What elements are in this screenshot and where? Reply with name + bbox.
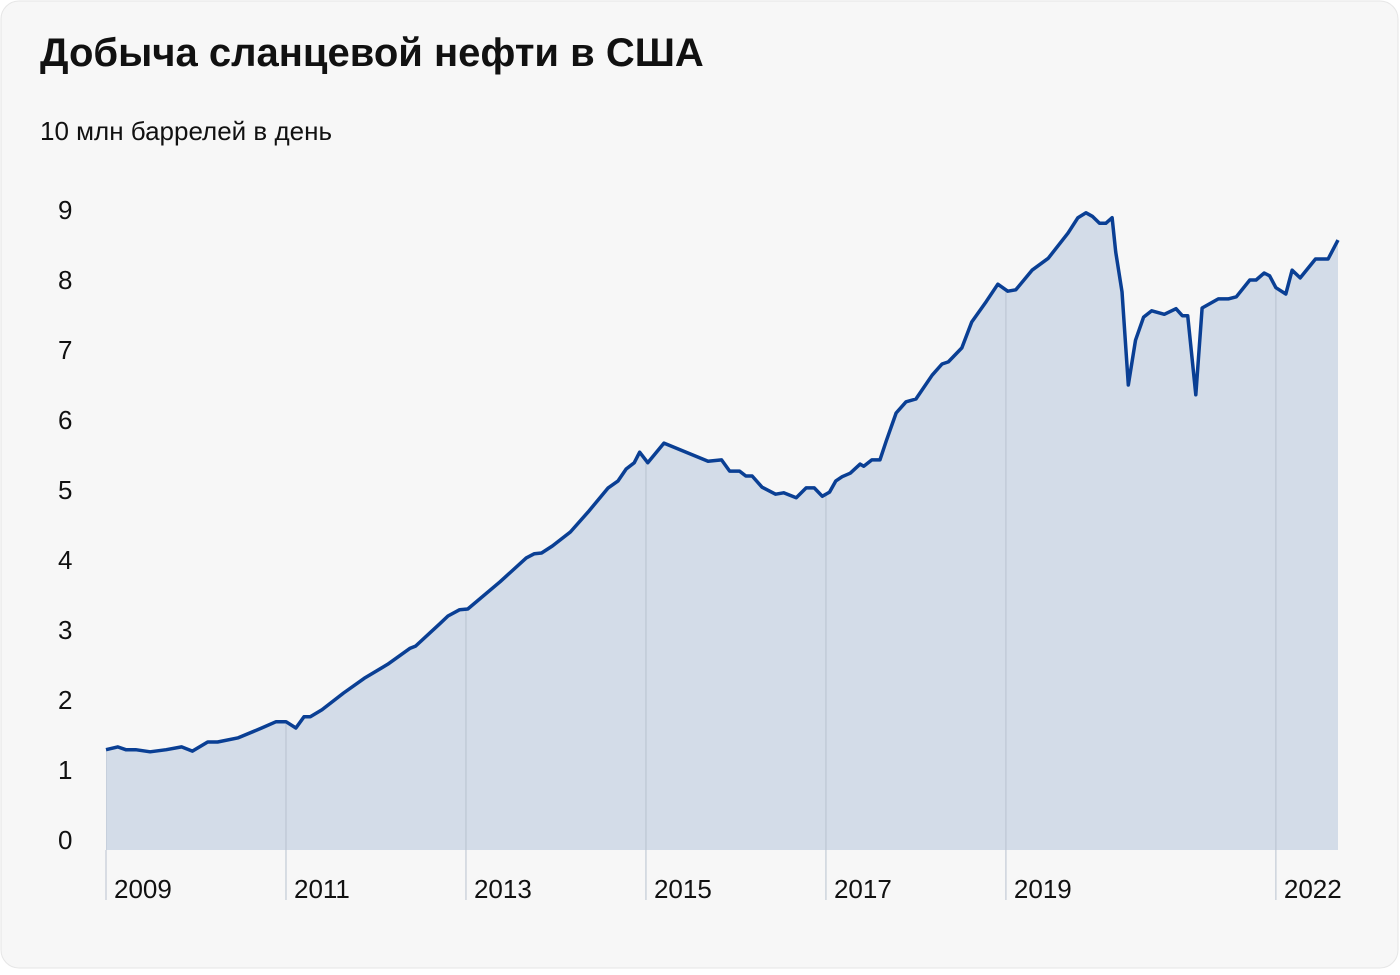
y-tick-label: 6 xyxy=(58,405,72,435)
area-fill xyxy=(106,212,1338,851)
x-tick-label: 2015 xyxy=(654,874,712,904)
x-tick-label: 2017 xyxy=(834,874,892,904)
y-tick-label: 1 xyxy=(58,755,72,785)
y-tick-label: 9 xyxy=(58,195,72,225)
y-tick-label: 0 xyxy=(58,825,72,855)
x-tick-label: 2013 xyxy=(474,874,532,904)
y-tick-label: 2 xyxy=(58,685,72,715)
y-tick-label: 7 xyxy=(58,335,72,365)
y-tick-label: 8 xyxy=(58,265,72,295)
chart-subtitle: 10 млн баррелей в день xyxy=(40,116,332,146)
area-line xyxy=(105,211,1340,754)
x-tick-label: 2011 xyxy=(294,874,350,904)
chart-title: Добыча сланцевой нефти в США xyxy=(40,31,704,75)
y-tick-label: 5 xyxy=(58,475,72,505)
x-tick-label: 2019 xyxy=(1014,874,1072,904)
x-tick-label: 2022 xyxy=(1284,874,1342,904)
y-tick-label: 4 xyxy=(58,545,72,575)
y-tick-label: 3 xyxy=(58,615,72,645)
x-tick-label: 2009 xyxy=(114,874,172,904)
